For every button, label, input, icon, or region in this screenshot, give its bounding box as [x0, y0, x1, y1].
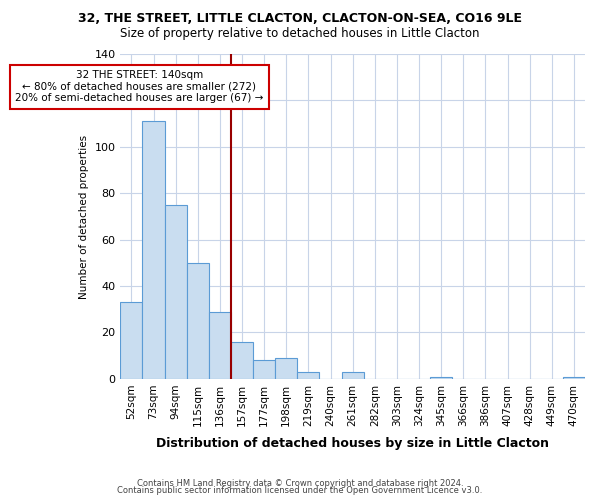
Bar: [430, 376, 452, 379]
Bar: [164, 205, 187, 379]
Text: 32, THE STREET, LITTLE CLACTON, CLACTON-ON-SEA, CO16 9LE: 32, THE STREET, LITTLE CLACTON, CLACTON-…: [78, 12, 522, 26]
Text: 32 THE STREET: 140sqm
← 80% of detached houses are smaller (272)
20% of semi-det: 32 THE STREET: 140sqm ← 80% of detached …: [15, 70, 263, 103]
Bar: [275, 358, 298, 379]
Text: Contains public sector information licensed under the Open Government Licence v3: Contains public sector information licen…: [118, 486, 482, 495]
Text: Contains HM Land Registry data © Crown copyright and database right 2024.: Contains HM Land Registry data © Crown c…: [137, 478, 463, 488]
Bar: [209, 312, 231, 379]
Y-axis label: Number of detached properties: Number of detached properties: [79, 134, 89, 298]
Bar: [231, 342, 253, 379]
Bar: [253, 360, 275, 379]
Bar: [121, 302, 142, 379]
Bar: [187, 263, 209, 379]
Text: Size of property relative to detached houses in Little Clacton: Size of property relative to detached ho…: [120, 28, 480, 40]
Bar: [563, 376, 585, 379]
Bar: [142, 122, 164, 379]
Bar: [298, 372, 319, 379]
Bar: [341, 372, 364, 379]
X-axis label: Distribution of detached houses by size in Little Clacton: Distribution of detached houses by size …: [156, 437, 549, 450]
